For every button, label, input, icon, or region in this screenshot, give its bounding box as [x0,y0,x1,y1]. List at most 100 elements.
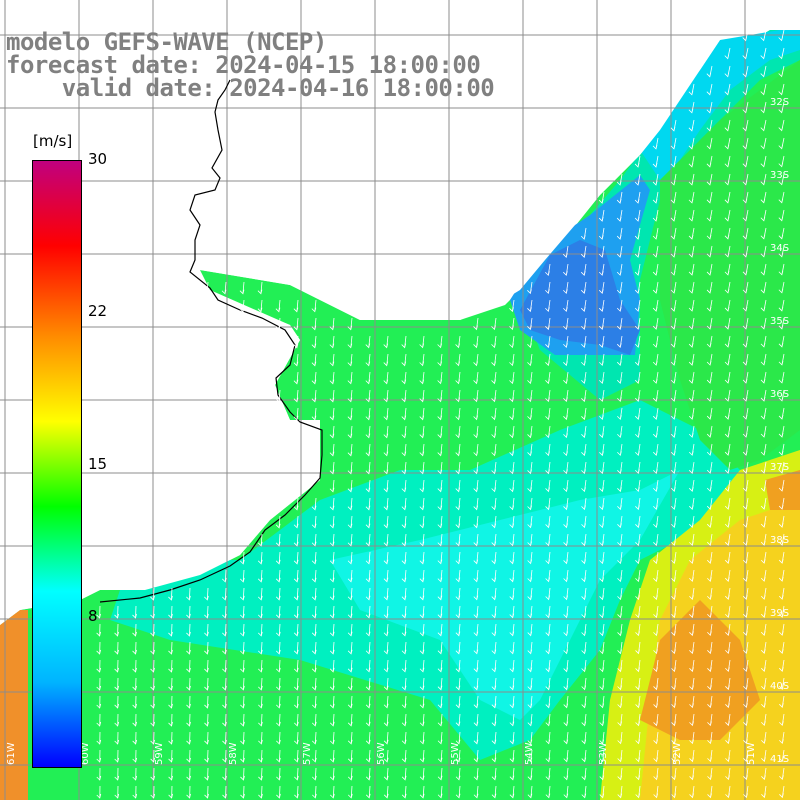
wind-arrow [311,335,317,349]
wind-arrow [311,371,317,385]
wind-arrow [563,263,569,276]
wind-arrow [689,533,695,547]
wind-arrow [240,749,245,763]
wind-arrow [509,623,515,637]
wind-arrow [204,623,209,637]
wind-arrow [670,443,677,456]
wind-arrow [383,731,389,745]
wind-arrow [329,479,335,493]
wind-arrow [742,479,749,492]
wind-arrow [114,713,120,727]
wind-arrow [617,713,623,727]
wind-arrow [311,677,317,691]
wind-arrow [222,749,227,763]
wind-arrow [204,677,209,691]
wind-arrow [563,497,569,511]
wind-arrow [168,695,173,709]
wind-arrow [599,695,605,709]
wind-arrow [347,515,353,529]
wind-arrow [778,47,785,60]
wind-arrow [671,623,677,637]
wind-arrow [294,767,299,781]
wind-arrow [563,281,569,295]
wind-arrow [545,407,551,421]
wind-arrow [527,479,533,493]
wind-arrow [527,713,533,727]
wind-arrow [617,731,623,745]
wind-arrow [114,677,120,691]
wind-arrow [581,497,587,511]
wind-arrow [617,785,623,799]
wind-arrow [455,335,461,349]
wind-arrow [688,83,695,96]
wind-arrow [473,623,479,637]
wind-arrow [347,425,353,439]
wind-arrow [581,749,587,763]
wind-arrow [473,335,479,349]
wind-arrow [545,659,551,673]
wind-arrow [527,641,533,655]
wind-arrow [455,713,461,727]
wind-arrow [616,191,623,204]
wind-arrow [689,713,695,727]
wind-arrow [778,209,785,222]
wind-arrow [670,335,677,348]
wind-arrow [311,533,317,547]
wind-arrow [724,335,731,348]
land-north [0,0,760,320]
wind-arrow [491,767,497,781]
wind-arrow [222,587,227,601]
wind-arrow [617,569,623,583]
wind-arrow [311,695,317,709]
wind-arrow [509,461,515,475]
wind-arrow [671,659,677,673]
wind-arrow [527,443,533,457]
wind-arrow [724,227,731,240]
wind-arrow [401,695,407,709]
wind-arrow [383,335,389,349]
wind-arrow [760,155,767,168]
wind-arrow [419,659,425,673]
wind-arrow [563,479,569,493]
wind-arrow [437,587,443,601]
wind-arrow [635,443,641,457]
wind-arrow [653,677,659,691]
wind-arrow [581,461,587,475]
wind-arrow [347,767,353,781]
wind-arrow [581,605,587,619]
wind-arrow [96,623,101,637]
wind-arrow [545,353,551,367]
wind-arrow [527,317,533,331]
wind-arrow [257,569,263,583]
wind-arrow [724,155,731,168]
wind-arrow [599,551,605,565]
wind-arrow [509,407,515,421]
wind-arrow [724,371,731,384]
wind-arrow [725,587,731,600]
wind-arrow [509,713,515,727]
wind-arrow [653,551,659,565]
wind-arrow [742,47,749,60]
wind-arrow [635,497,641,511]
wind-arrow [509,641,515,655]
wind-arrow [581,479,587,493]
wind-arrow [761,731,767,745]
wind-arrow [491,479,497,493]
wind-arrow [419,515,425,529]
wind-arrow [347,353,353,367]
wind-arrow [114,605,119,619]
wind-arrow [724,47,731,60]
wind-arrow [707,767,713,781]
wind-arrow [635,731,641,745]
wind-arrow [688,173,695,186]
wind-arrow [240,659,245,673]
wind-arrow [437,353,443,367]
wind-arrow [724,533,731,546]
wind-arrow [778,641,785,654]
wind-arrow [706,461,713,474]
wind-arrow [670,227,677,240]
wind-arrow [527,389,533,403]
wind-arrow [383,407,389,421]
wind-arrow [365,587,371,601]
wind-arrow [617,659,623,673]
